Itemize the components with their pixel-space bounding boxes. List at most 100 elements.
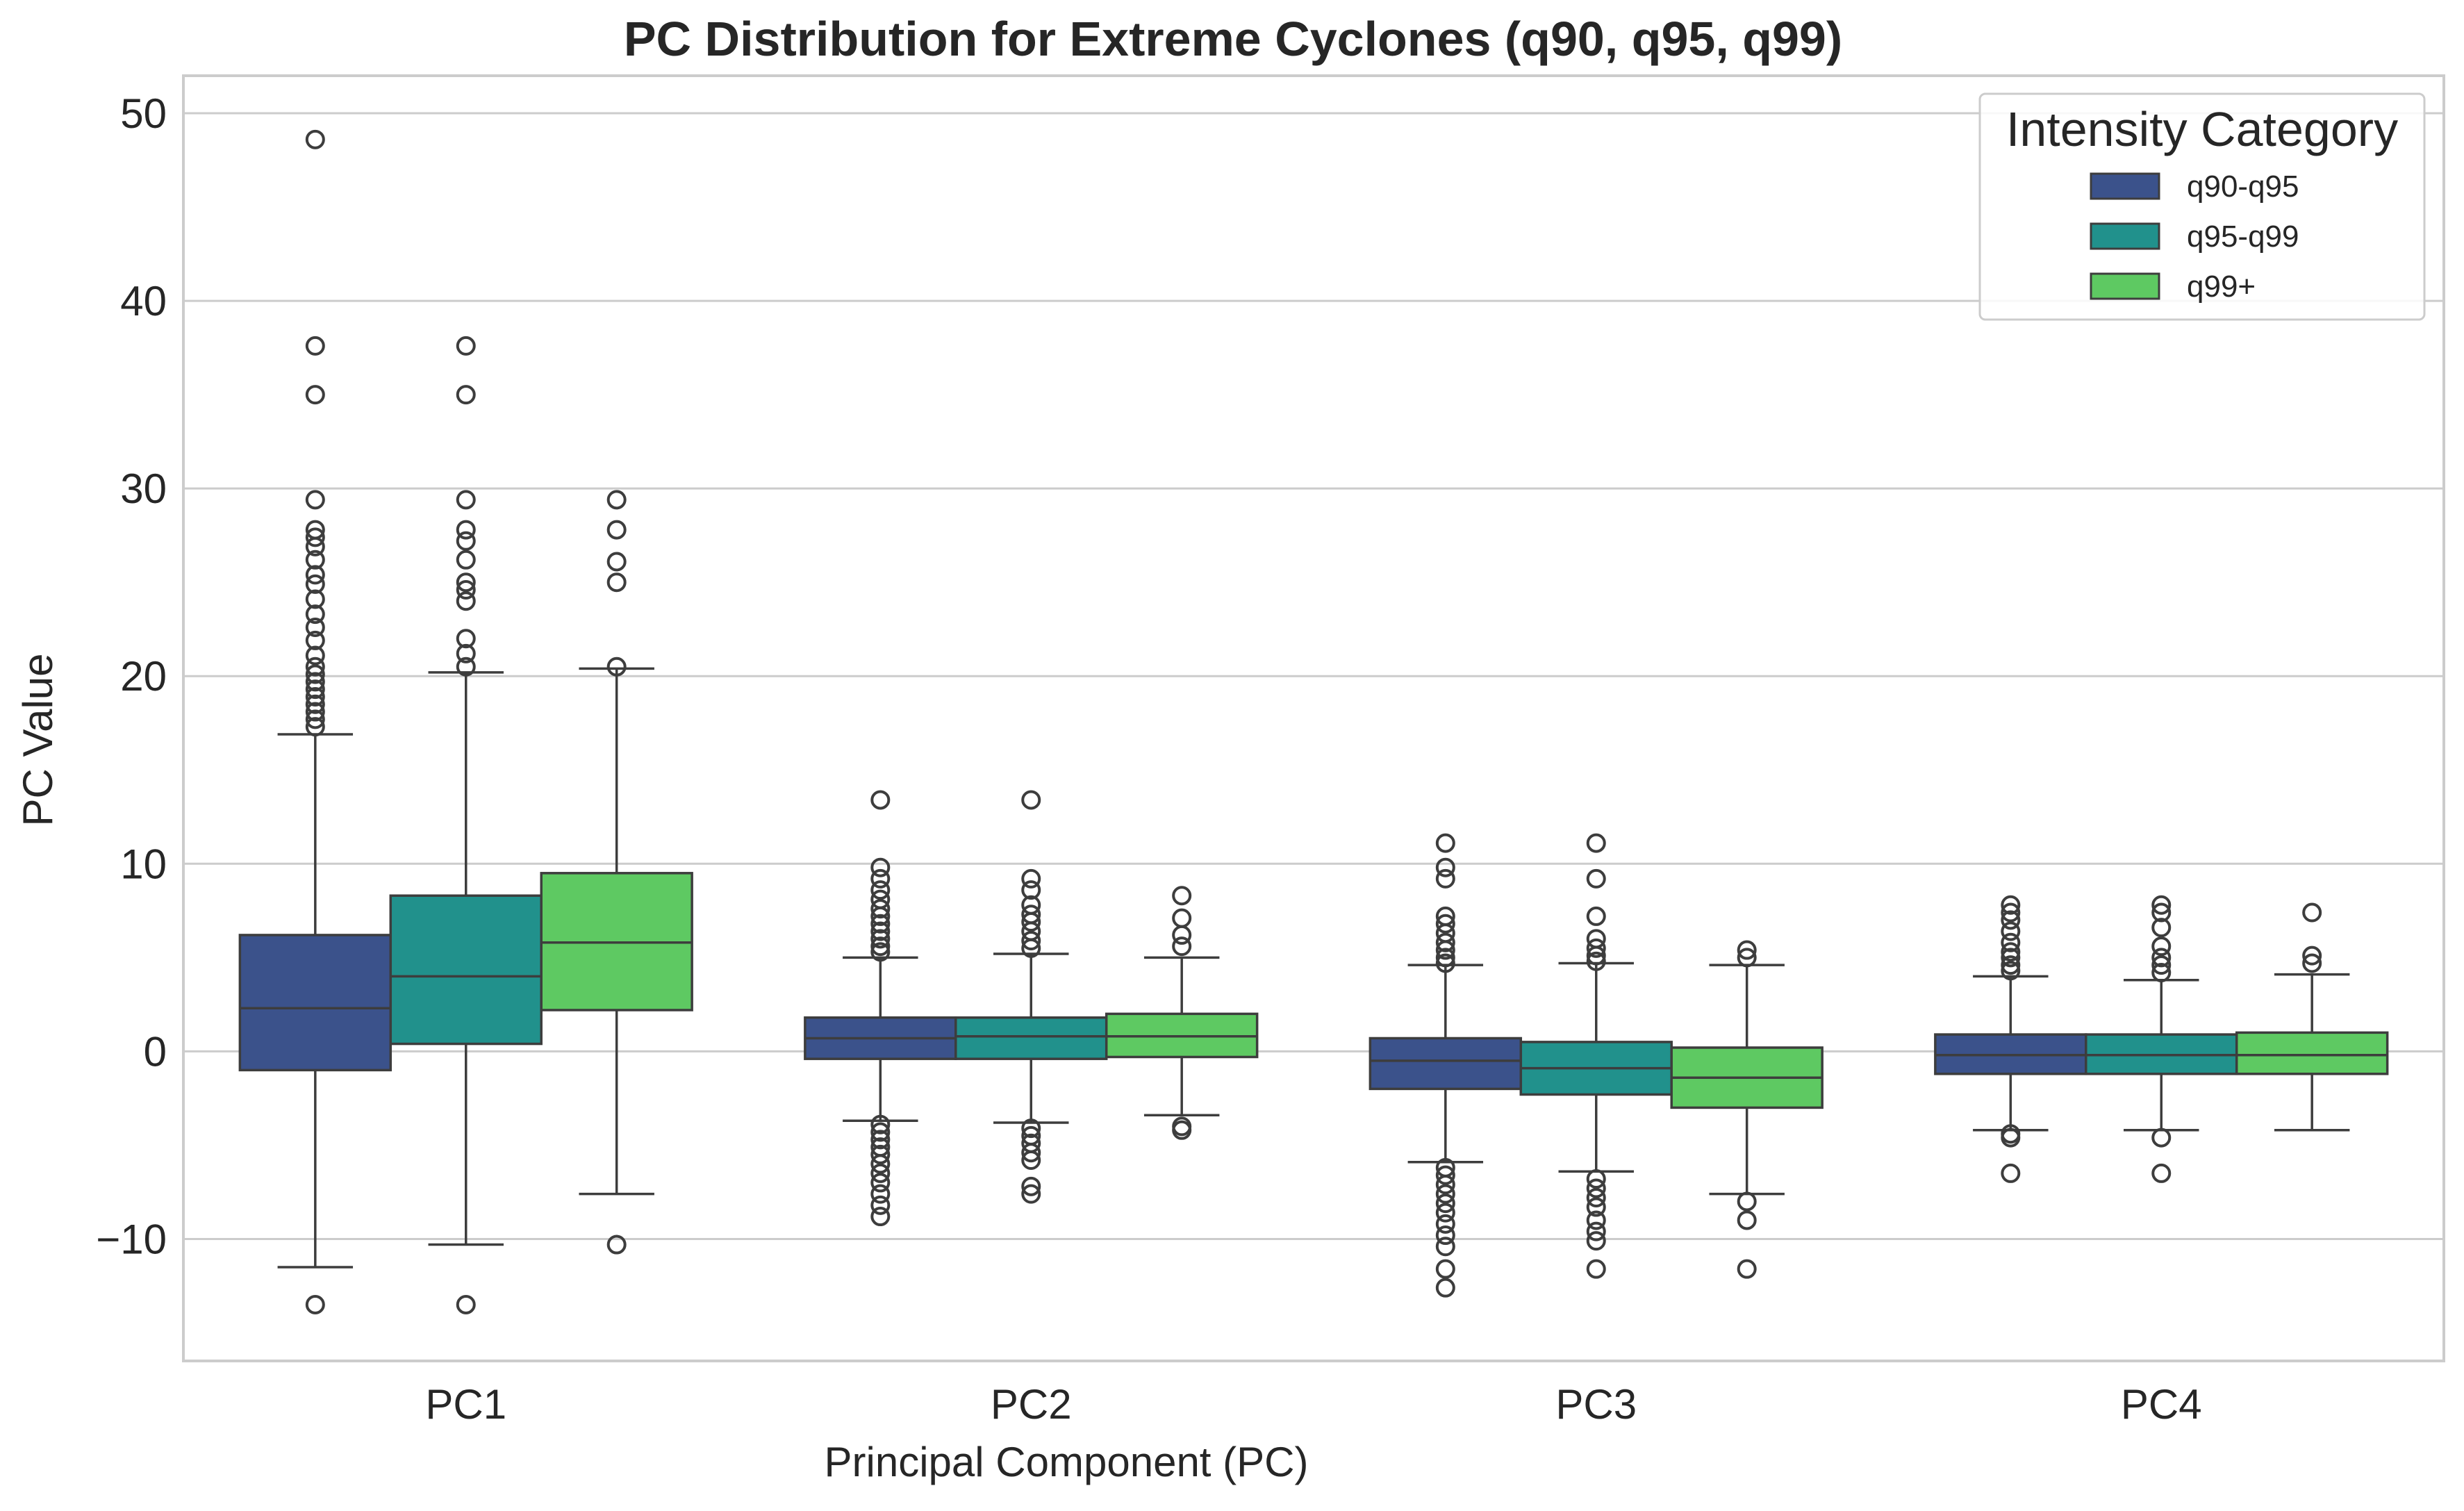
outlier-point: [305, 664, 325, 684]
outlier-point: [2001, 1163, 2021, 1183]
y-axis-label: PC Value: [15, 653, 61, 826]
legend-swatch-q90-q95: [2090, 172, 2160, 200]
outlier-point: [2302, 946, 2322, 966]
outlier-point: [606, 1235, 627, 1255]
y-tick-label: 40: [120, 278, 167, 324]
outlier-point: [1586, 1259, 1606, 1279]
outlier-point: [456, 580, 476, 600]
outlier-point: [2151, 1163, 2172, 1183]
y-tick-labels: 50 40 30 20 10 0 −10: [96, 90, 167, 1262]
outlier-point: [870, 899, 891, 919]
outlier-point: [456, 572, 476, 593]
iqr-box: [2235, 1031, 2389, 1075]
outlier-point: [870, 880, 891, 900]
outlier-point: [305, 490, 325, 510]
outlier-point: [1435, 857, 1455, 877]
outlier-point: [1435, 1278, 1455, 1298]
legend-label-q95-q99: q95-q99: [2187, 220, 2299, 254]
outlier-point: [2151, 936, 2172, 957]
outlier-point: [305, 129, 325, 149]
outlier-point: [1435, 932, 1455, 952]
outlier-point: [305, 550, 325, 570]
outlier-point: [1021, 868, 1041, 889]
outlier-point: [2302, 953, 2322, 973]
outlier-point: [1021, 938, 1041, 958]
outlier-point: [870, 1184, 891, 1204]
plot-frame: [182, 74, 2445, 1362]
outlier-point: [305, 618, 325, 638]
outlier-point: [1021, 790, 1041, 810]
outlier-point: [1586, 1210, 1606, 1230]
outlier-point: [870, 1195, 891, 1215]
outlier-point: [1021, 1118, 1041, 1139]
outlier-point: [456, 531, 476, 551]
outlier-point: [1586, 946, 1606, 966]
outlier-point: [2001, 948, 2021, 968]
outlier-point: [606, 490, 627, 510]
outlier-point: [1021, 931, 1041, 951]
outlier-point: [2001, 1128, 2021, 1148]
x-tick-label: PC3: [1555, 1381, 1637, 1428]
x-axis-label: Principal Component (PC): [825, 1439, 1309, 1485]
outlier-point: [870, 942, 891, 962]
outlier-point: [1737, 1259, 1757, 1279]
outlier-point: [1435, 948, 1455, 968]
outlier-point: [456, 520, 476, 540]
box-q90-q95-PC3: [1369, 833, 1523, 1298]
outlier-point: [2001, 932, 2021, 952]
outlier-point: [2302, 902, 2322, 923]
outlier-point: [1172, 936, 1192, 957]
box-q90-q95-PC2: [804, 790, 957, 1227]
outlier-point: [305, 1294, 325, 1314]
outlier-point: [870, 1173, 891, 1193]
legend: Intensity Category q90-q95 q95-q99 q99+: [1978, 92, 2426, 321]
outlier-point: [1172, 886, 1192, 906]
outlier-point: [870, 1144, 891, 1164]
outlier-point: [2001, 895, 2021, 915]
outlier-point: [1737, 1210, 1757, 1230]
outlier-point: [1435, 1237, 1455, 1257]
outlier-point: [1435, 1175, 1455, 1195]
chart-title: PC Distribution for Extreme Cyclones (q9…: [624, 12, 1842, 66]
outlier-point: [1435, 833, 1455, 853]
iqr-box: [954, 1016, 1108, 1060]
outlier-point: [1435, 1259, 1455, 1279]
legend-frame: [1978, 92, 2426, 321]
outlier-point: [305, 709, 325, 729]
outlier-point: [305, 336, 325, 356]
outlier-point: [456, 385, 476, 405]
outlier-point: [1172, 925, 1192, 945]
outlier-point: [1435, 1194, 1455, 1214]
outlier-point: [456, 336, 476, 356]
box-q99+-PC3: [1670, 940, 1824, 1279]
outlier-point: [305, 645, 325, 666]
box-q99+-PC2: [1105, 886, 1259, 1140]
outlier-point: [2001, 955, 2021, 975]
outlier-point: [2001, 942, 2021, 962]
outlier-point: [1737, 940, 1757, 960]
legend-entries: q90-q95 q95-q99 q99+: [2090, 170, 2299, 304]
outlier-point: [870, 921, 891, 941]
legend-swatch-q99+: [2090, 272, 2160, 300]
x-tick-labels: PC1 PC2 PC3 PC4: [425, 1381, 2201, 1428]
outlier-point: [1586, 1188, 1606, 1208]
outlier-point: [456, 657, 476, 677]
outlier-point: [606, 552, 627, 572]
legend-title: Intensity Category: [2006, 102, 2398, 156]
outlier-point: [1586, 951, 1606, 971]
outlier-point: [870, 868, 891, 889]
outlier-point: [1021, 1176, 1041, 1196]
outlier-point: [1435, 1165, 1455, 1185]
outlier-point: [1021, 1143, 1041, 1163]
x-tick-label: PC4: [2121, 1381, 2202, 1428]
outlier-point: [1586, 868, 1606, 889]
outlier-point: [305, 630, 325, 650]
outlier-point: [1586, 906, 1606, 926]
outlier-point: [870, 1122, 891, 1142]
outlier-point: [1586, 1169, 1606, 1189]
outlier-point: [2001, 910, 2021, 930]
outlier-point: [1021, 880, 1041, 900]
legend-label-q99+: q99+: [2187, 270, 2256, 304]
